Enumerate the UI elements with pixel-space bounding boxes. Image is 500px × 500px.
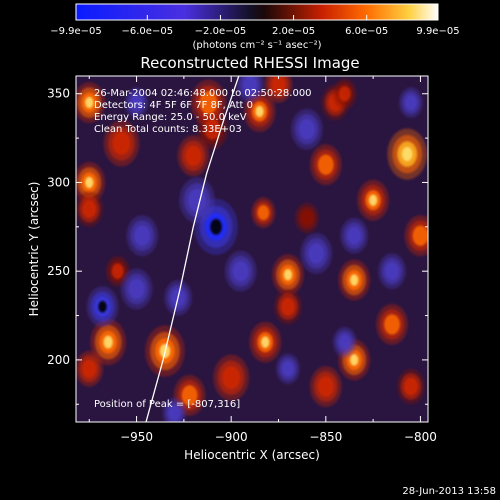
y-tick-label: 350 <box>47 87 70 101</box>
colorbar-tick-label: −6.0e−05 <box>122 26 174 37</box>
x-axis-ticks: −950 −900 −850 −800 <box>88 76 437 444</box>
x-tick-label: −800 <box>404 430 437 444</box>
emission-blob <box>222 366 241 390</box>
negative-blob <box>188 188 207 212</box>
annotation-energy-range: Energy Range: 25.0 - 50.0 keV <box>94 112 247 123</box>
solar-limb-curve <box>145 76 240 422</box>
emission-blob <box>257 204 270 221</box>
negative-blob <box>130 94 143 111</box>
x-tick-label: −900 <box>215 430 248 444</box>
negative-blob <box>134 225 151 246</box>
x-axis-label: Heliocentric X (arcsec) <box>184 448 320 462</box>
minimum-core <box>98 300 107 313</box>
y-tick-label: 300 <box>47 175 70 189</box>
emission-core <box>368 194 378 206</box>
colorbar-tick-label: 9.9e−05 <box>416 26 459 37</box>
colorbar-tick-labels: −9.9e−05 −6.0e−05 −2.0e−05 2.0e−05 6.0e−05 9.… <box>50 26 459 37</box>
annotation-time-range: 26-Mar-2004 02:46:48.000 to 02:50:28.000 <box>94 88 312 99</box>
negative-blob <box>168 405 181 421</box>
x-tick-label: −850 <box>309 430 342 444</box>
chart-title: Reconstructed RHESSI Image <box>140 54 359 72</box>
negative-blob <box>405 94 417 111</box>
negative-blob <box>298 119 315 140</box>
plot-frame <box>75 75 429 423</box>
emission-blob <box>199 91 218 115</box>
y-axis-label: Heliocentric Y (arcsec) <box>27 182 41 317</box>
emission-blob <box>271 76 286 94</box>
emission-core <box>349 274 359 286</box>
emission-core <box>85 96 94 109</box>
emission-core <box>401 146 413 162</box>
emission-blob <box>338 86 351 102</box>
colorbar-ticks <box>75 15 439 20</box>
annotation-peak-position: Position of Peak = [-807,316] <box>94 399 240 410</box>
emission-blob <box>384 314 400 335</box>
emission-core <box>349 354 359 366</box>
negative-blob <box>347 226 362 245</box>
colorbar-tick-label: −2.0e−05 <box>195 26 247 37</box>
footer-timestamp: 28-Jun-2013 13:58 <box>402 486 496 497</box>
emission-blob <box>317 376 334 397</box>
y-axis-ticks: 200 250 300 350 <box>47 87 428 405</box>
heatmap-area <box>76 76 428 422</box>
emission-blob <box>181 385 198 406</box>
emission-blob <box>82 359 97 378</box>
emission-core <box>255 105 264 118</box>
negative-blob <box>243 76 258 94</box>
colorbar-tick-label: 2.0e−05 <box>272 26 315 37</box>
emission-core <box>261 336 270 348</box>
emission-blob <box>404 377 418 396</box>
negative-blob <box>308 243 325 264</box>
negative-blob <box>128 278 145 300</box>
negative-blob <box>281 361 294 377</box>
emission-core <box>85 176 94 189</box>
emission-blob <box>111 263 124 279</box>
emission-blob <box>112 131 131 155</box>
emission-blob <box>300 210 313 226</box>
colorbar <box>76 4 438 20</box>
emission-blob <box>185 145 202 167</box>
colorbar-tick-label: 6.0e−05 <box>345 26 388 37</box>
emission-blob <box>412 225 428 246</box>
heatmap-background <box>76 76 428 422</box>
emission-core <box>283 268 293 281</box>
minimum-core <box>210 218 222 235</box>
colorbar-tick-label: −9.9e−05 <box>50 26 102 37</box>
negative-blob <box>232 260 249 282</box>
colorbar-unit-label: (photons cm⁻² s⁻¹ asec⁻²) <box>192 40 321 51</box>
emission-blob <box>82 200 97 219</box>
negative-blob <box>338 334 351 350</box>
annotation-detectors: Detectors: 4F 5F 6F 7F 8F, Att 0 <box>94 100 253 111</box>
x-tick-label: −950 <box>120 430 153 444</box>
emission-blob <box>204 119 221 140</box>
y-tick-label: 200 <box>47 353 70 367</box>
emission-blob <box>281 297 295 316</box>
colorbar-frame <box>75 3 439 21</box>
emission-blob <box>317 154 334 175</box>
y-tick-label: 250 <box>47 264 70 278</box>
negative-blob <box>385 262 399 281</box>
emission-core <box>103 335 113 349</box>
annotation-clean-counts: Clean Total counts: 8.33E+03 <box>94 124 242 135</box>
